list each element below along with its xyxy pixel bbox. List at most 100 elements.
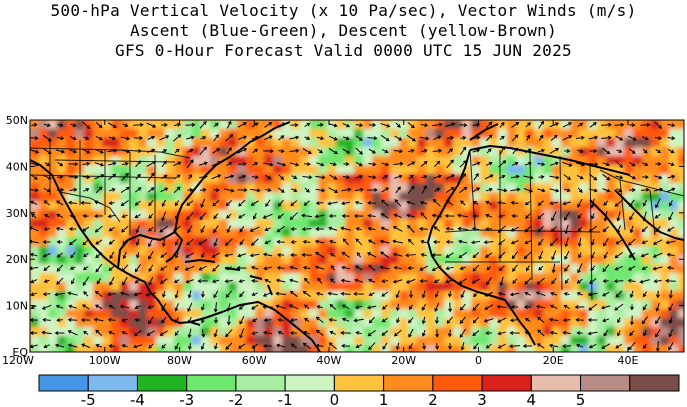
wind-vector [225, 290, 232, 298]
coastlines [30, 121, 684, 352]
wind-vector [314, 239, 325, 244]
wind-vector [368, 264, 376, 272]
wind-vector [549, 238, 558, 247]
wind-vector [408, 328, 414, 338]
wind-vector [576, 330, 583, 335]
wind-vector [276, 122, 286, 128]
wind-vector [237, 188, 248, 193]
wind-vector [68, 162, 79, 167]
wind-vector [289, 162, 300, 167]
wind-vector [577, 213, 583, 219]
wind-vector [95, 343, 102, 348]
wind-vector [368, 123, 377, 128]
wind-vector [472, 330, 480, 336]
wind-vector [148, 226, 154, 232]
wind-vector [264, 278, 272, 283]
wind-vector [485, 187, 493, 192]
wind-vector [30, 252, 38, 257]
wind-vector [147, 172, 155, 182]
colorbar: -5 -4 -3 -2 -1 0 1 2 3 4 5 [38, 374, 680, 407]
wind-vector [173, 174, 181, 180]
wind-vector [379, 265, 390, 270]
wind-vector [603, 238, 609, 247]
wind-vector [237, 148, 248, 154]
wind-vector [445, 279, 455, 284]
wind-vector [367, 329, 377, 337]
wind-vector [642, 148, 648, 154]
wind-vector [381, 187, 390, 193]
wind-vector [524, 240, 531, 245]
wind-vector [381, 291, 389, 297]
wind-vector [509, 344, 521, 349]
wind-vector [289, 148, 300, 153]
wind-vector [264, 122, 273, 128]
map-frame [29, 119, 685, 353]
wind-vector [251, 278, 258, 283]
wind-vector [602, 162, 611, 167]
wind-vector [160, 252, 168, 258]
wind-vector [329, 253, 336, 257]
wind-vector [512, 278, 518, 284]
wind-vector [187, 317, 192, 324]
wind-vector [93, 317, 104, 322]
wind-vector [576, 343, 584, 348]
wind-vector [186, 212, 194, 221]
wind-vector [147, 135, 156, 140]
wind-vector [330, 278, 336, 284]
wind-vector [577, 198, 583, 208]
wind-vector [641, 240, 648, 245]
wind-vector [575, 317, 584, 322]
wind-vector [421, 303, 427, 311]
wind-vector [341, 343, 350, 348]
wind-vector [381, 279, 388, 284]
wind-vector [629, 187, 636, 192]
wind-vector [161, 211, 167, 222]
wind-vector [433, 279, 440, 283]
wind-vector [173, 279, 180, 283]
title-line-2: Ascent (Blue-Green), Descent (yellow-Bro… [129, 21, 558, 40]
wind-vector [641, 226, 648, 233]
wind-vector [433, 226, 440, 232]
wind-vector [213, 238, 218, 247]
wind-vector [655, 198, 661, 209]
wind-vector [654, 121, 662, 129]
wind-vector [213, 290, 219, 299]
lat-tick-label: EQ [12, 346, 28, 359]
wind-vector [174, 290, 179, 299]
wind-vector [407, 161, 416, 167]
wind-vector [446, 159, 454, 169]
wind-vector [421, 185, 427, 195]
wind-vector [340, 291, 351, 296]
wind-vector [526, 134, 531, 141]
wind-vector [602, 264, 610, 273]
wind-vector [30, 162, 40, 167]
wind-vector [109, 187, 116, 192]
wind-vector [419, 136, 430, 141]
wind-vector [629, 123, 636, 128]
wind-vector [498, 265, 505, 272]
wind-vector [602, 226, 609, 233]
wind-vector [432, 174, 442, 179]
wind-vector [368, 148, 376, 154]
wind-vector [420, 252, 427, 257]
wind-vector [187, 148, 194, 153]
wind-vector [328, 317, 337, 322]
wind-vector [602, 279, 609, 284]
wind-vector [353, 213, 364, 218]
wind-vector [120, 149, 131, 154]
wind-vector [122, 123, 129, 128]
wind-vector [509, 292, 520, 297]
lon-tick-label: 100W [89, 354, 121, 367]
wind-vector [134, 317, 141, 322]
wind-vector [95, 252, 103, 258]
latitude-axis: 50N 40N 30N 20N 10N EQ [6, 114, 684, 359]
wind-vector [628, 252, 636, 258]
wind-vector [563, 304, 570, 309]
wind-vector [472, 148, 481, 153]
wind-vector [213, 317, 218, 324]
wind-vector [278, 149, 285, 154]
wind-vector [148, 237, 154, 248]
wind-vector [459, 266, 466, 271]
wind-vector [302, 239, 311, 244]
